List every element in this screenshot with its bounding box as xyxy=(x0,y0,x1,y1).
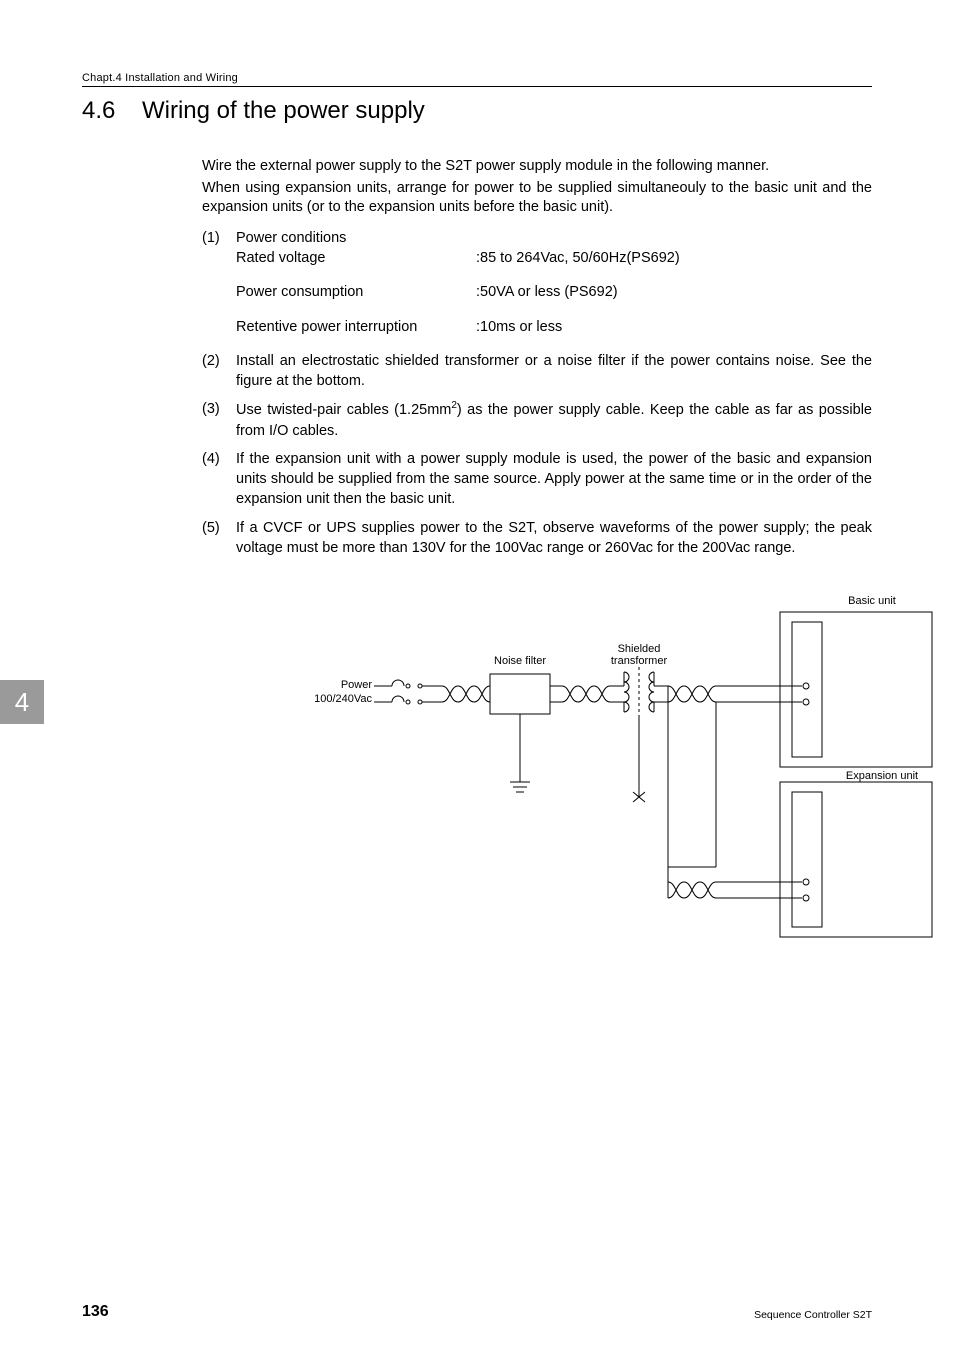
section-title: 4.6Wiring of the power supply xyxy=(82,97,872,125)
page-number: 136 xyxy=(82,1303,109,1321)
diagram-label-voltage: 100/240Vac xyxy=(314,693,372,705)
item3-text: Use twisted-pair cables (1.25mm2) as the… xyxy=(236,399,872,440)
list-item-3: (3) Use twisted-pair cables (1.25mm2) as… xyxy=(202,399,872,440)
item1-row0-value: :85 to 264Vac, 50/60Hz(PS692) xyxy=(476,248,872,268)
section-number: 4.6 xyxy=(82,97,142,125)
intro-p2: When using expansion units, arrange for … xyxy=(202,179,872,218)
list-item-5: (5) If a CVCF or UPS supplies power to t… xyxy=(202,518,872,559)
intro-p1: Wire the external power supply to the S2… xyxy=(202,157,872,177)
diagram-label-noise-filter: Noise filter xyxy=(494,655,546,667)
item2-num: (2) xyxy=(202,351,236,392)
item1-row1-value: :50VA or less (PS692) xyxy=(476,282,872,302)
wiring-diagram: Power 100/240Vac xyxy=(312,582,872,982)
item3-num: (3) xyxy=(202,399,236,440)
diagram-label-basic-unit: Basic unit xyxy=(848,595,896,607)
chapter-header: Chapt.4 Installation and Wiring xyxy=(82,72,872,84)
item1-row0-label: Rated voltage xyxy=(236,248,476,268)
item4-num: (4) xyxy=(202,449,236,510)
item1-row2-value: :10ms or less xyxy=(476,317,872,337)
item1-row1-label: Power consumption xyxy=(236,282,476,302)
diagram-label-transformer2: transformer xyxy=(611,655,668,667)
chapter-side-tab: 4 xyxy=(0,680,44,724)
diagram-label-transformer1: Shielded xyxy=(618,643,661,655)
list-item-4: (4) If the expansion unit with a power s… xyxy=(202,449,872,510)
header-rule xyxy=(82,86,872,87)
item2-text: Install an electrostatic shielded transf… xyxy=(236,351,872,392)
footer-text: Sequence Controller S2T xyxy=(754,1309,872,1321)
section-name: Wiring of the power supply xyxy=(142,97,425,124)
diagram-label-expansion-unit: Expansion unit xyxy=(846,770,918,782)
item5-text: If a CVCF or UPS supplies power to the S… xyxy=(236,518,872,559)
item5-num: (5) xyxy=(202,518,236,559)
list-item-1: (1) Power conditions Rated voltage :85 t… xyxy=(202,228,872,337)
list-item-2: (2) Install an electrostatic shielded tr… xyxy=(202,351,872,392)
diagram-label-power: Power xyxy=(341,679,373,691)
item4-text: If the expansion unit with a power suppl… xyxy=(236,449,872,510)
item1-row2-label: Retentive power interruption xyxy=(236,317,476,337)
item1-num: (1) xyxy=(202,228,236,337)
item1-title: Power conditions xyxy=(236,228,872,248)
